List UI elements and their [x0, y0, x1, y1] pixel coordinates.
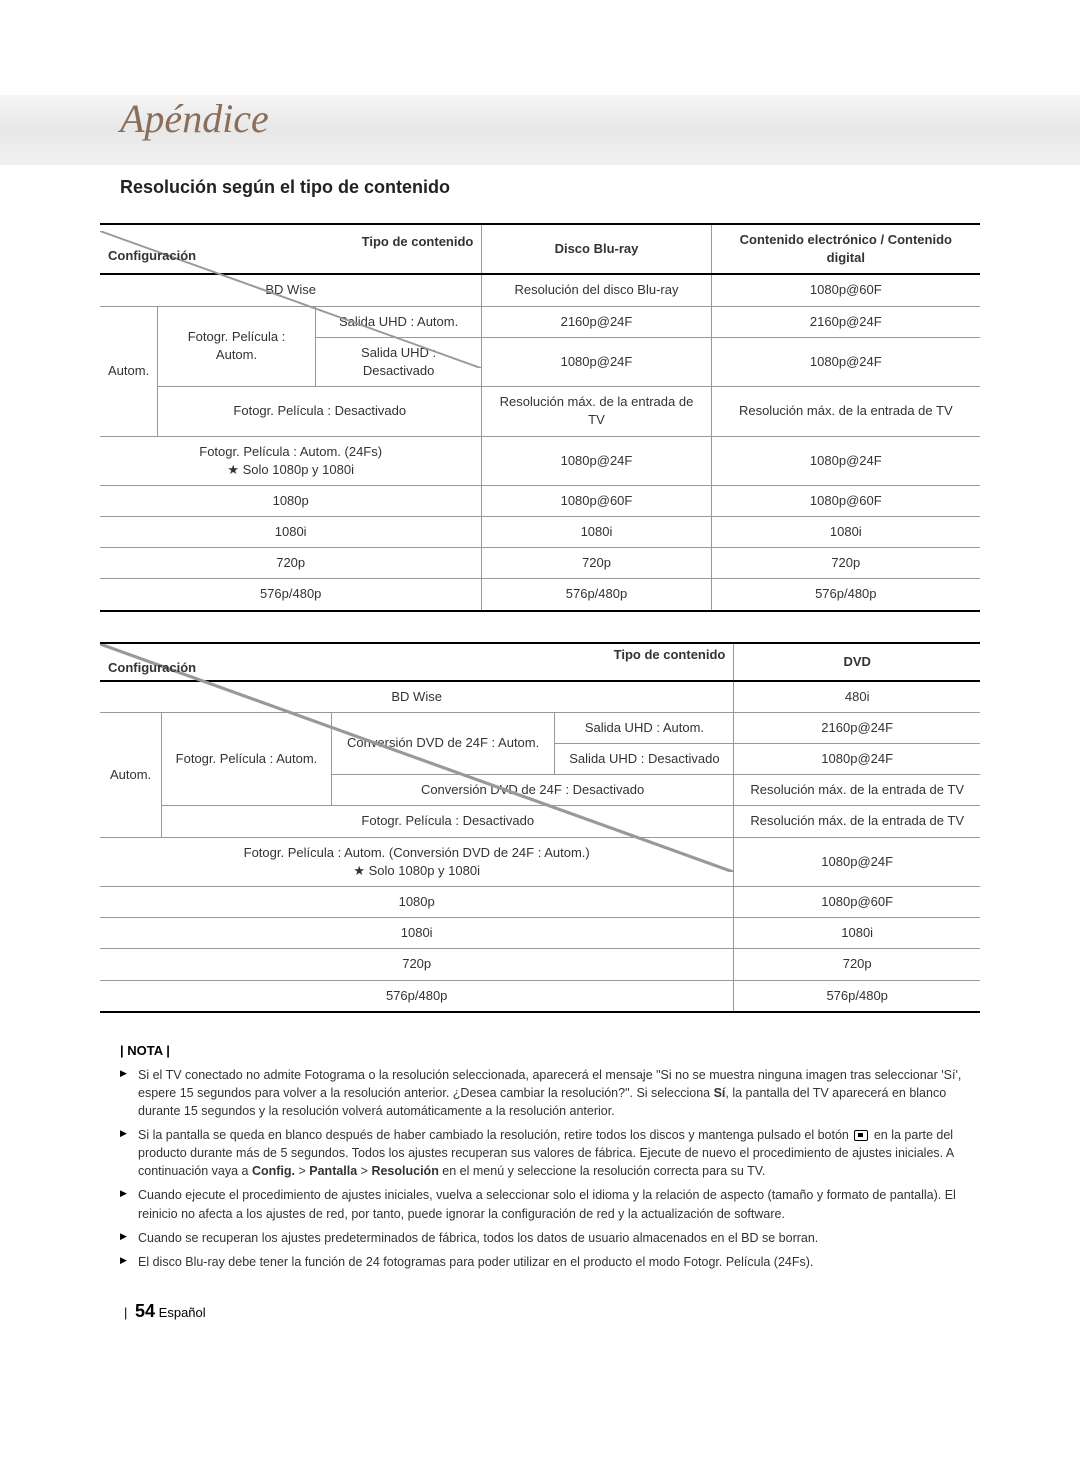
- note-list: Si el TV conectado no admite Fotograma o…: [120, 1066, 980, 1271]
- table1-header-config: Tipo de contenido Configuración: [100, 224, 482, 274]
- footer-lang: Español: [159, 1305, 206, 1320]
- t1-1080i-label: 1080i: [100, 517, 482, 548]
- t1-bdwise-c1: Resolución del disco Blu-ray: [482, 274, 711, 306]
- t1-576-label: 576p/480p: [100, 579, 482, 611]
- notes-block: | NOTA | Si el TV conectado no admite Fo…: [100, 1043, 980, 1271]
- table1-header-col2: Contenido electrónico / Contenido digita…: [711, 224, 980, 274]
- t1-fp24fs-label: Fotogr. Película : Autom. (24Fs) ★ Solo …: [100, 436, 482, 485]
- t2-720p-label: 720p: [100, 949, 734, 980]
- page-number: 54: [135, 1301, 155, 1321]
- t2-1080p-c1: 1080p@60F: [734, 886, 980, 917]
- t1-uhd-desact-c1: 1080p@24F: [482, 337, 711, 386]
- t1-1080p-c1: 1080p@60F: [482, 485, 711, 516]
- t2-uhd-autom-c1: 2160p@24F: [734, 712, 980, 743]
- note-item: Si la pantalla se queda en blanco despué…: [120, 1126, 980, 1180]
- t2-576-label: 576p/480p: [100, 980, 734, 1012]
- subsection-title: Resolución según el tipo de contenido: [100, 177, 980, 198]
- t2-bdwise-c1: 480i: [734, 681, 980, 713]
- t1-720p-label: 720p: [100, 548, 482, 579]
- t1-fp24fs-c2: 1080p@24F: [711, 436, 980, 485]
- t1-1080p-label: 1080p: [100, 485, 482, 516]
- t1-720p-c2: 720p: [711, 548, 980, 579]
- t1-1080i-c1: 1080i: [482, 517, 711, 548]
- page-footer: | 54 Español: [100, 1301, 980, 1322]
- document-page: Apéndice Resolución según el tipo de con…: [0, 0, 1080, 1372]
- t2-uhd-desact-c1: 1080p@24F: [734, 744, 980, 775]
- t2-576-c1: 576p/480p: [734, 980, 980, 1012]
- t1-fp-desact-label: Fotogr. Película : Desactivado: [158, 387, 482, 436]
- t1-1080i-c2: 1080i: [711, 517, 980, 548]
- t2-1080i-label: 1080i: [100, 918, 734, 949]
- note-item: Si el TV conectado no admite Fotograma o…: [120, 1066, 980, 1120]
- note-item: Cuando se recuperan los ajustes predeter…: [120, 1229, 980, 1247]
- table2-header-config: Tipo de contenido Configuración: [100, 643, 734, 681]
- resolution-table-bluray: Tipo de contenido Configuración Disco Bl…: [100, 223, 980, 612]
- t1-uhd-desact-c2: 1080p@24F: [711, 337, 980, 386]
- t1-fp24fs-c1: 1080p@24F: [482, 436, 711, 485]
- t1-1080p-c2: 1080p@60F: [711, 485, 980, 516]
- t1-uhd-autom-c1: 2160p@24F: [482, 306, 711, 337]
- note-item: El disco Blu-ray debe tener la función d…: [120, 1253, 980, 1271]
- t2-fpconv-c1: 1080p@24F: [734, 837, 980, 886]
- section-title: Apéndice: [100, 95, 980, 142]
- table2-header-col1: DVD: [734, 643, 980, 681]
- t1-bdwise-c2: 1080p@60F: [711, 274, 980, 306]
- t1-fp-desact-c1: Resolución máx. de la entrada de TV: [482, 387, 711, 436]
- stop-button-icon: [854, 1130, 868, 1141]
- note-item: Cuando ejecute el procedimiento de ajust…: [120, 1186, 980, 1222]
- resolution-table-dvd: Tipo de contenido Configuración DVD BD W…: [100, 642, 980, 1013]
- t2-fp-desact-c1: Resolución máx. de la entrada de TV: [734, 806, 980, 837]
- t2-720p-c1: 720p: [734, 949, 980, 980]
- t1-720p-c1: 720p: [482, 548, 711, 579]
- t2-1080p-label: 1080p: [100, 886, 734, 917]
- t1-fp-desact-c2: Resolución máx. de la entrada de TV: [711, 387, 980, 436]
- table1-header-col1: Disco Blu-ray: [482, 224, 711, 274]
- t1-576-c1: 576p/480p: [482, 579, 711, 611]
- t2-1080i-c1: 1080i: [734, 918, 980, 949]
- t2-conv-desact-c1: Resolución máx. de la entrada de TV: [734, 775, 980, 806]
- t1-uhd-autom-c2: 2160p@24F: [711, 306, 980, 337]
- nota-label: | NOTA |: [120, 1043, 980, 1058]
- t1-576-c2: 576p/480p: [711, 579, 980, 611]
